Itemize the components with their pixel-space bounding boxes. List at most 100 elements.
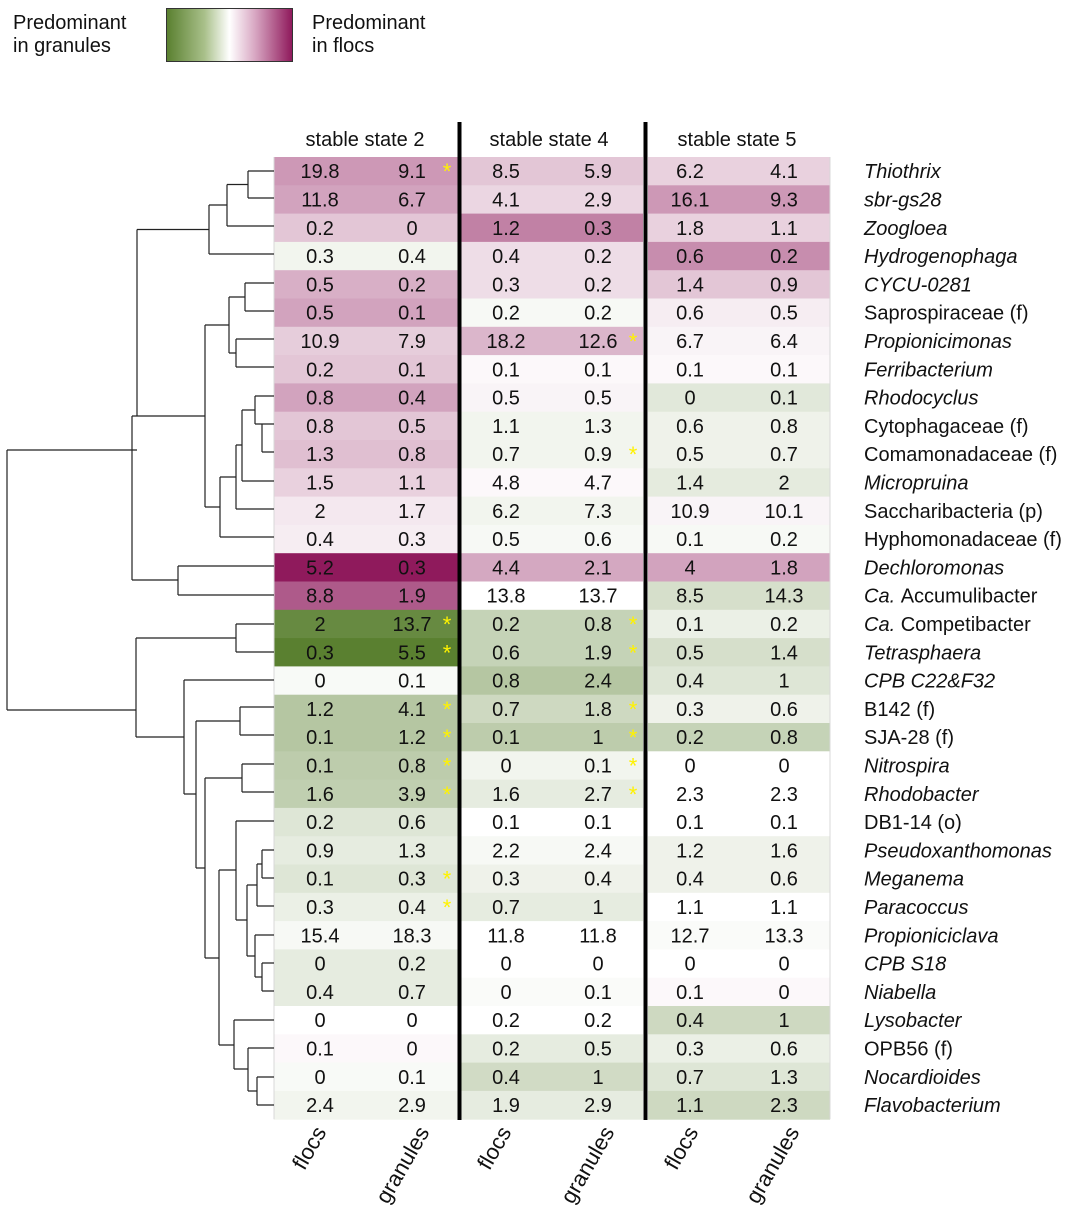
heatmap-cell bbox=[274, 298, 458, 328]
cell-value-label: 0.4 bbox=[398, 246, 426, 268]
cell-value-label: 0.1 bbox=[584, 755, 612, 777]
heatmap-cell bbox=[274, 921, 458, 950]
cell-value-label: 10.9 bbox=[671, 501, 710, 523]
cell-value-label: 1 bbox=[592, 897, 603, 919]
heatmap-cell bbox=[461, 779, 643, 809]
taxon-label: Saprospiraceae (f) bbox=[864, 303, 1029, 325]
cell-value-label: 0.6 bbox=[770, 869, 798, 891]
cell-value-label: 0.5 bbox=[398, 416, 426, 438]
heatmap-cell bbox=[274, 355, 458, 384]
cell-value-label: 2.7 bbox=[584, 784, 612, 806]
taxon-label: Micropruina bbox=[864, 472, 968, 494]
cell-value-label: 10.9 bbox=[301, 331, 340, 353]
legend-granules-line2: in granules bbox=[13, 35, 111, 57]
cell-value-label: 4.1 bbox=[398, 699, 426, 721]
cell-value-label: 0.3 bbox=[398, 869, 426, 891]
cell-value-label: 0 bbox=[500, 982, 511, 1004]
cell-value-label: 0.2 bbox=[584, 303, 612, 325]
heatmap-cell bbox=[648, 440, 830, 469]
heatmap-cell bbox=[274, 185, 458, 215]
cell-value-label: 4 bbox=[684, 557, 695, 579]
state-header: stable state 4 bbox=[490, 129, 609, 151]
cell-value-label: 11.8 bbox=[487, 925, 524, 947]
cell-value-label: 0 bbox=[684, 954, 695, 976]
cell-value-label: 13.7 bbox=[579, 586, 618, 608]
dendrogram bbox=[6, 170, 274, 1106]
cell-value-label: 0 bbox=[592, 954, 603, 976]
cell-value-label: 1.1 bbox=[676, 897, 704, 919]
cell-value-label: 6.7 bbox=[398, 189, 426, 211]
heatmap-cell bbox=[274, 581, 458, 611]
heatmap-cell bbox=[461, 468, 643, 498]
cell-value-label: 0 bbox=[314, 671, 325, 693]
cell-value-label: 13.3 bbox=[765, 925, 804, 947]
cell-value-label: 7.9 bbox=[398, 331, 426, 353]
cell-value-label: 1.2 bbox=[306, 699, 334, 721]
cell-value-label: 0.6 bbox=[676, 246, 704, 268]
cell-value-label: 0.4 bbox=[676, 869, 704, 891]
heatmap-cell bbox=[274, 892, 458, 922]
cell-value-label: 1.7 bbox=[398, 501, 426, 523]
cell-value-label: 1.4 bbox=[770, 642, 798, 664]
taxon-label: B142 (f) bbox=[864, 699, 935, 721]
cell-value-label: 0.6 bbox=[676, 303, 704, 325]
significance-star: * bbox=[443, 895, 452, 920]
heatmap-cell bbox=[274, 638, 458, 667]
column-label: granules bbox=[740, 1122, 804, 1208]
heatmap-cell bbox=[461, 298, 643, 328]
cell-value-label: 0.3 bbox=[306, 246, 334, 268]
cell-value-label: 0.1 bbox=[676, 529, 704, 551]
cell-value-label: 0 bbox=[778, 755, 789, 777]
taxon-label: CPB C22&F32 bbox=[864, 671, 995, 693]
cell-value-label: 4.7 bbox=[584, 472, 612, 494]
cell-value-label: 10.1 bbox=[765, 501, 804, 523]
cell-value-label: 1.3 bbox=[306, 444, 334, 466]
cell-value-label: 1.2 bbox=[676, 840, 704, 862]
heatmap-cell bbox=[461, 581, 643, 611]
state-header: stable state 2 bbox=[306, 129, 425, 151]
cell-value-label: 0.6 bbox=[770, 699, 798, 721]
cell-value-label: 0.3 bbox=[492, 869, 520, 891]
cell-value-label: 0.2 bbox=[306, 812, 334, 834]
cell-value-label: 1.4 bbox=[676, 472, 704, 494]
cell-value-label: 1.1 bbox=[676, 1095, 704, 1117]
legend-flocs-line1: Predominant bbox=[312, 12, 426, 34]
cell-value-label: 1 bbox=[592, 727, 603, 749]
cell-value-label: 0.1 bbox=[306, 869, 334, 891]
cell-value-label: 2.4 bbox=[584, 671, 612, 693]
cell-value-label: 13.8 bbox=[487, 586, 526, 608]
cell-value-label: 1.8 bbox=[584, 699, 612, 721]
heatmap-cell bbox=[648, 949, 830, 979]
heatmap-cell bbox=[461, 553, 643, 582]
heatmap-cell bbox=[461, 411, 643, 441]
heatmap-cell bbox=[461, 496, 643, 526]
cell-value-label: 1.3 bbox=[770, 1067, 798, 1089]
heatmap-cell bbox=[274, 241, 458, 271]
heatmap-cell bbox=[461, 270, 643, 299]
cell-value-label: 0.6 bbox=[492, 642, 520, 664]
cell-value-label: 0.7 bbox=[492, 897, 520, 919]
cell-value-label: 1.1 bbox=[398, 472, 426, 494]
cell-value-label: 0.3 bbox=[398, 529, 426, 551]
cell-value-label: 7.3 bbox=[584, 501, 612, 523]
taxon-label: Comamonadaceae (f) bbox=[864, 444, 1057, 466]
significance-star: * bbox=[629, 612, 638, 637]
taxon-label: SJA-28 (f) bbox=[864, 727, 954, 749]
heatmap-cell bbox=[648, 807, 830, 837]
cell-value-label: 0 bbox=[406, 1010, 417, 1032]
column-label: granules bbox=[555, 1122, 619, 1208]
heatmap-cell bbox=[648, 723, 830, 752]
taxon-label: DB1-14 (o) bbox=[864, 812, 962, 834]
column-label: flocs bbox=[472, 1122, 516, 1174]
cell-value-label: 1.8 bbox=[676, 218, 704, 240]
heatmap-cell bbox=[274, 666, 458, 696]
column-label: granules bbox=[370, 1122, 434, 1208]
heatmap-cell bbox=[274, 609, 458, 639]
heatmap-cell bbox=[648, 185, 830, 215]
legend-color-gradient bbox=[166, 8, 293, 62]
cell-value-label: 0.3 bbox=[584, 218, 612, 240]
cell-value-label: 0.4 bbox=[584, 869, 612, 891]
heatmap-cell bbox=[648, 609, 830, 639]
cell-value-label: 0.1 bbox=[306, 755, 334, 777]
heatmap-cell bbox=[274, 1090, 458, 1120]
